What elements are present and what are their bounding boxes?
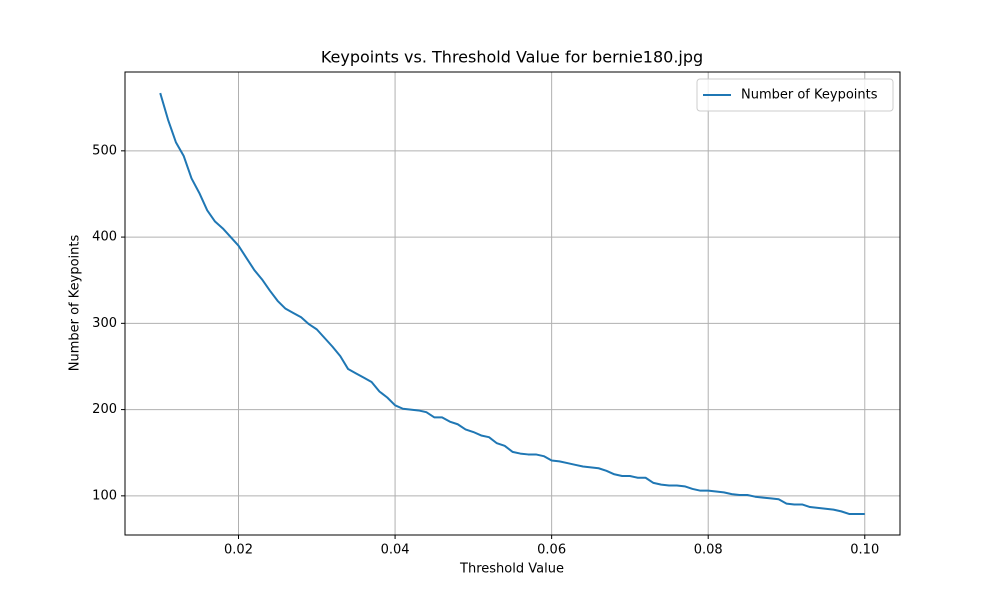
y-tick-label: 400: [92, 230, 117, 245]
x-axis-label: Threshold Value: [459, 562, 564, 577]
axes-frame: [124, 71, 901, 536]
y-axis-label: Number of Keypoints: [68, 235, 83, 372]
legend: Number of Keypoints: [696, 78, 894, 112]
x-tick-label: 0.08: [694, 543, 723, 558]
x-tick-label: 0.10: [850, 543, 879, 558]
data-line: [159, 92, 865, 515]
y-tick-label: 200: [92, 402, 117, 417]
y-tick-label: 300: [92, 316, 117, 331]
legend-label: Number of Keypoints: [741, 88, 878, 103]
legend-box: [696, 78, 894, 112]
x-tick-label: 0.02: [224, 543, 253, 558]
x-tick-label: 0.04: [381, 543, 410, 558]
chart-title: Keypoints vs. Threshold Value for bernie…: [321, 48, 703, 67]
y-tick-label: 100: [92, 488, 117, 503]
x-tick-label: 0.06: [537, 543, 566, 558]
y-tick-label: 500: [92, 143, 117, 158]
